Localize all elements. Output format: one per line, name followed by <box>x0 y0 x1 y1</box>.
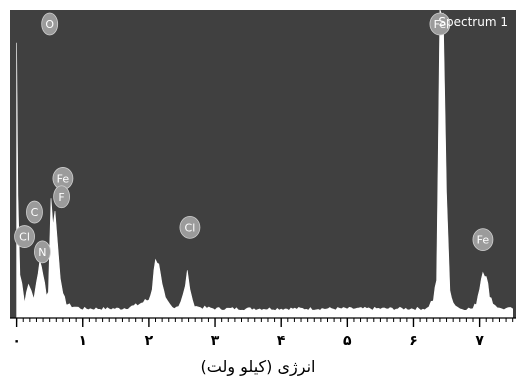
peak-label-text: N <box>38 246 46 259</box>
spectrum-series-0 <box>16 9 513 319</box>
peak-label-badge <box>53 185 70 209</box>
peak-label-badge <box>14 225 35 248</box>
x-tick-label: ۶ <box>409 333 418 349</box>
spectrum-layer <box>16 9 513 319</box>
peak-label-fe-7: Fe <box>429 12 451 36</box>
peak-label-text: F <box>58 191 64 204</box>
x-axis: ۰ ۱ ۲ ۳ ۴ ۵ ۶ ۷ <box>10 317 516 349</box>
peak-label-badge <box>429 12 451 36</box>
peak-label-badge <box>34 240 51 264</box>
peak-label-text: Cl <box>185 221 196 234</box>
peak-label-text: Fe <box>57 172 70 185</box>
x-tick-label: ۴ <box>277 333 286 349</box>
peak-label-f-2: F <box>53 185 70 209</box>
x-axis-label: انرژی (کیلو ولت) <box>201 357 316 377</box>
x-tick-label: ۰ <box>12 333 21 349</box>
peak-label-text: Fe <box>477 234 490 247</box>
peak-label-cl-6: Cl <box>179 215 201 239</box>
peak-label-text: Fe <box>434 18 447 31</box>
peak-label-badge <box>179 215 201 239</box>
x-tick-label: ۵ <box>343 333 352 349</box>
peak-label-o-0: O <box>41 12 59 36</box>
peak-label-c-3: C <box>26 200 43 224</box>
plot-background <box>10 10 516 318</box>
peak-label-n-5: N <box>34 240 51 264</box>
peak-label-badge <box>472 228 494 252</box>
x-tick-label: ۲ <box>145 333 154 349</box>
peak-label-text: O <box>45 18 54 31</box>
peak-label-badge <box>26 200 43 224</box>
x-tick-label: ۱ <box>78 333 87 349</box>
chart-title: Spectrum 1 <box>438 15 508 29</box>
peak-label-text: Cl <box>19 231 30 244</box>
peak-label-cl-4: Cl <box>14 225 35 248</box>
peak-label-fe-8: Fe <box>472 228 494 252</box>
x-tick-label: ۳ <box>211 333 220 349</box>
peak-label-text: C <box>31 206 39 219</box>
x-tick-label: ۷ <box>475 333 484 349</box>
peak-label-badge <box>41 12 59 36</box>
